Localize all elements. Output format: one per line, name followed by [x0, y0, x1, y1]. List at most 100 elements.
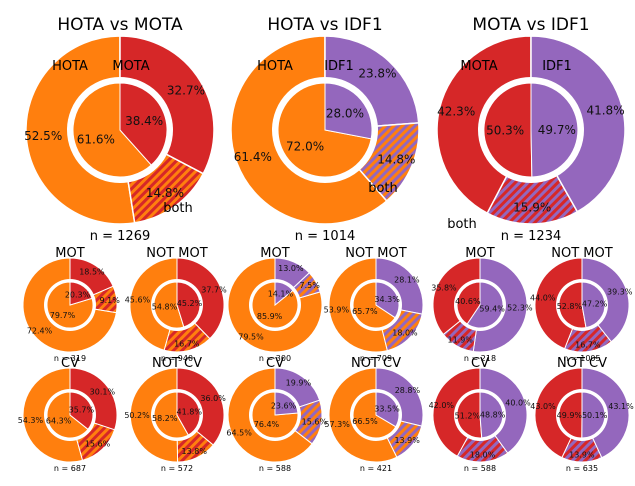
outer-pct-label: 23.8% [358, 67, 396, 81]
outer-pct-label: 79.5% [238, 333, 264, 342]
inner-wedge-MOTA [176, 281, 201, 328]
inner-pct-label: 20.3% [65, 291, 91, 300]
inner-wedge-HOTA [72, 82, 153, 178]
donut-title: NOT MOT [146, 246, 207, 261]
donut-10: 54.3% 30.1% 15.6% 64.3% 35.7% CV n = 687 [18, 356, 118, 473]
outer-pct-label: 14.8% [377, 152, 415, 166]
donut-11: 50.2% 36.0% 13.8% 58.2%41.8% NOT CV n = 572 [124, 356, 226, 473]
outer-pct-label: 42.3% [437, 105, 475, 119]
outer-pct-label: 13.8% [182, 447, 208, 456]
category-label: both [163, 201, 193, 216]
outer-pct-label: 57.3% [324, 420, 350, 429]
donut-title: NOT CV [351, 356, 401, 371]
donut-14: 42.0% 40.0% 18.0% 51.2% 48.8% CV n = 588 [429, 356, 532, 473]
inner-wedge-MOTA [558, 391, 583, 439]
donut-7: 53.9% 28.1% 18.0% 65.7% 34.3% NOT MOT n = 709 [324, 246, 424, 363]
outer-pct-label: 15.6% [85, 440, 111, 449]
inner-wedge-HOTA [251, 281, 299, 329]
outer-pct-label: 36.0% [200, 394, 226, 403]
inner-wedge-IDF1 [479, 391, 504, 439]
sample-count: n = 1234 [501, 229, 561, 244]
inner-pct-label: 48.8% [480, 410, 506, 419]
inner-wedge-IDF1 [581, 391, 606, 439]
sample-count: n = 218 [464, 354, 496, 363]
donut-6: 79.5% 13.0% 7.5% 85.9% 14.1% MOT n = 300 [227, 246, 323, 363]
inner-wedge-MOTA [119, 82, 168, 166]
outer-pct-label: 30.1% [90, 387, 116, 396]
inner-wedge-HOTA [352, 391, 397, 439]
inner-pct-label: 72.0% [286, 140, 324, 154]
inner-wedge-MOTA [483, 82, 533, 178]
inner-pct-label: 54.8% [152, 303, 178, 312]
outer-pct-label: 54.3% [18, 416, 44, 425]
outer-pct-label: 7.5% [300, 281, 321, 290]
inner-wedge-MOTA [456, 391, 483, 439]
sample-count: n = 1014 [295, 229, 355, 244]
outer-pct-label: 19.9% [286, 378, 312, 387]
outer-pct-label: 13.9% [569, 451, 595, 460]
category-label: HOTA [52, 59, 88, 74]
donut-3: 42.3% 41.8% 15.9% 50.3% 49.7% MOTA vs IDF1 n =… [436, 15, 626, 244]
outer-pct-label: 18.0% [392, 328, 418, 337]
sample-count: n = 572 [161, 464, 193, 473]
outer-pct-label: 44.0% [530, 293, 556, 302]
inner-pct-label: 47.2% [582, 300, 608, 309]
inner-pct-label: 49.9% [557, 411, 583, 420]
outer-pct-label: 40.0% [505, 398, 531, 407]
outer-pct-label: 50.2% [124, 411, 150, 420]
category-label: both [368, 181, 398, 196]
outer-pct-label: 43.1% [608, 402, 634, 411]
outer-pct-label: 37.7% [201, 286, 227, 295]
donut-title: MOT [55, 246, 84, 261]
inner-wedge-MOTA [456, 281, 481, 325]
inner-wedge-IDF1 [375, 391, 400, 428]
outer-pct-label: 45.6% [125, 295, 151, 304]
outer-pct-label: 28.8% [395, 386, 421, 395]
inner-pct-label: 65.7% [352, 307, 378, 316]
inner-pct-label: 52.8% [557, 302, 583, 311]
donut-title: NOT MOT [551, 246, 612, 261]
sample-count: n = 635 [566, 464, 598, 473]
sample-count: n = 1269 [90, 229, 150, 244]
inner-wedge-MOTA [176, 391, 201, 436]
category-label: both [447, 217, 477, 232]
donut-4: 72.4% 18.5% 9.1% 79.7% 20.3% MOT n = 319 [22, 246, 120, 363]
inner-wedge-MOTA [69, 391, 94, 431]
outer-pct-label: 52.5% [24, 129, 62, 143]
inner-pct-label: 85.9% [257, 312, 283, 321]
category-label: MOTA [112, 59, 149, 74]
inner-pct-label: 76.4% [254, 420, 280, 429]
outer-pct-label: 28.1% [394, 275, 420, 284]
inner-pct-label: 45.2% [177, 299, 203, 308]
outer-pct-label: 18.0% [470, 451, 496, 460]
outer-pct-label: 35.8% [431, 284, 457, 293]
outer-pct-label: 14.8% [146, 186, 184, 200]
inner-pct-label: 50.3% [486, 123, 524, 137]
outer-pct-label: 15.9% [513, 200, 551, 214]
inner-pct-label: 40.6% [455, 297, 481, 306]
donut-8: 35.8% 52.3% 11.9% 40.6%59.4% MOT n = 218 [431, 246, 533, 363]
inner-wedge-IDF1 [274, 281, 294, 307]
inner-pct-label: 49.7% [538, 123, 576, 137]
outer-pct-label: 13.0% [278, 264, 304, 273]
inner-wedge-IDF1 [375, 281, 400, 319]
donut-title: NOT CV [557, 356, 607, 371]
outer-pct-label: 16.7% [174, 340, 200, 349]
inner-wedge-MOTA [558, 281, 587, 329]
inner-wedge-HOTA [352, 281, 396, 329]
inner-pct-label: 50.1% [582, 411, 608, 420]
donut-12: 64.5% 19.9% 15.6% 76.4% 23.6% CV n = 588 [226, 356, 327, 473]
donut-title: CV [61, 356, 79, 371]
inner-wedge-HOTA [153, 281, 185, 329]
outer-pct-label: 72.4% [27, 327, 53, 336]
donut-1: 52.5% 32.7% 14.8% 61.6% 38.4% HOTA vs MOTA n =… [24, 15, 215, 244]
category-label: IDF1 [542, 59, 572, 74]
outer-pct-label: 15.6% [302, 418, 328, 427]
outer-pct-label: 64.5% [226, 428, 252, 437]
inner-wedge-IDF1 [324, 82, 373, 140]
donut-title: CV [266, 356, 284, 371]
donut-5: 45.6% 37.7% 16.7% 54.8% 45.2% NOT MOT n = 940 [125, 246, 227, 363]
donut-title: HOTA vs MOTA [57, 15, 183, 35]
donut-title: NOT CV [152, 356, 202, 371]
outer-pct-label: 9.1% [99, 296, 120, 305]
